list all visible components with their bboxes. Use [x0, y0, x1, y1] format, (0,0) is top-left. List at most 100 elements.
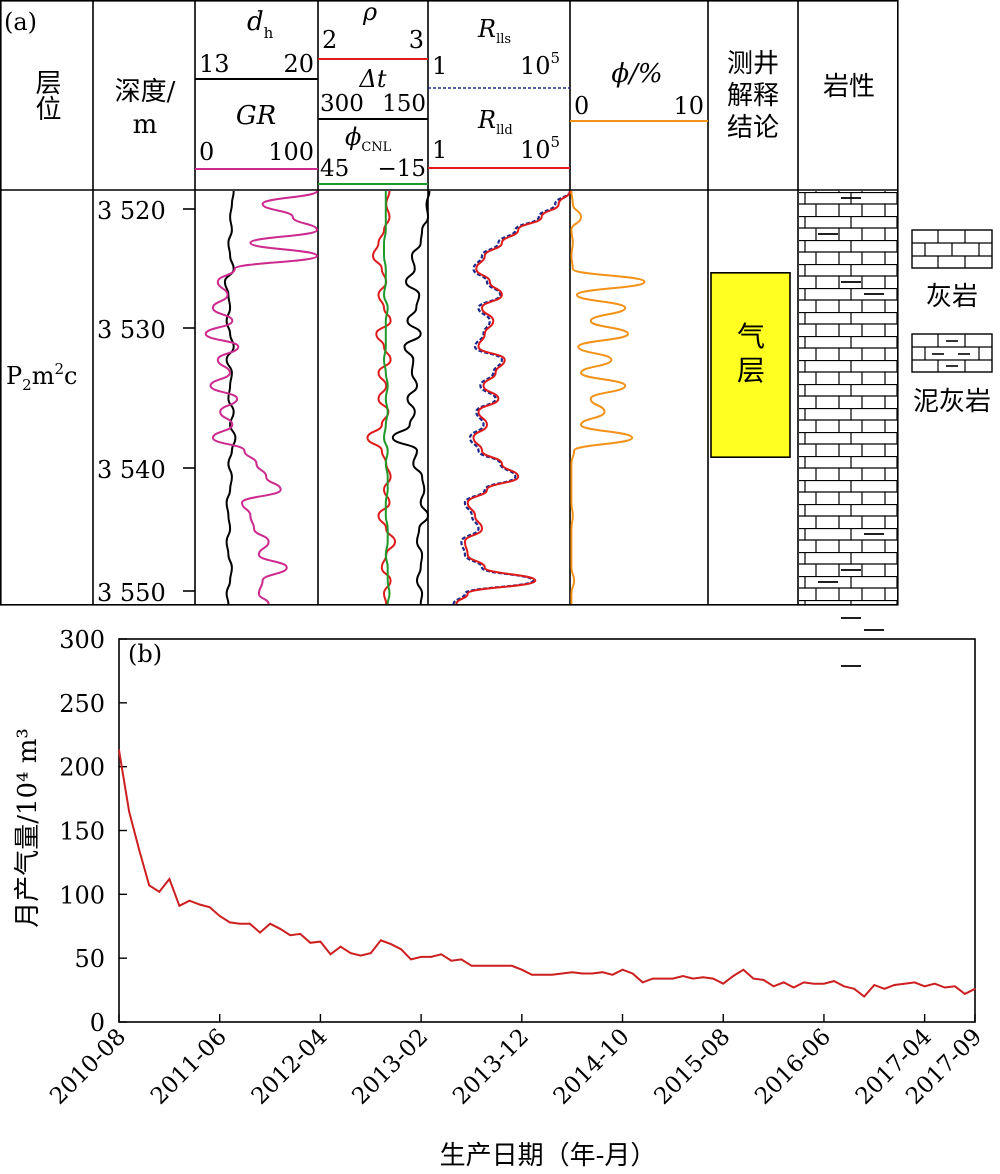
header-dh-gr: dh 13 20 GR 0 100: [195, 7, 318, 170]
cnl-label: ϕCNL: [345, 123, 392, 155]
data-point: [611, 974, 614, 976]
data-point: [229, 921, 231, 924]
data-point: [662, 977, 664, 980]
data-point: [188, 899, 191, 902]
y-tick-label: 250: [59, 690, 105, 718]
data-point: [893, 984, 896, 986]
y-tick-label: 50: [74, 945, 105, 973]
data-point: [410, 958, 412, 961]
layer-name: P2m2c: [6, 360, 77, 394]
header-interpretation: 测井 解释 结论: [727, 49, 779, 143]
data-point: [279, 928, 281, 930]
data-point: [249, 922, 251, 925]
data-point: [531, 974, 533, 976]
data-point: [470, 965, 473, 967]
dh-curve: [223, 190, 237, 605]
data-point: [813, 982, 815, 985]
data-point: [480, 965, 483, 967]
marl-dashes: [818, 197, 884, 667]
data-point: [218, 915, 221, 917]
lithology-limestone-fill: [799, 191, 897, 604]
rho-label: ρ: [362, 0, 377, 26]
y-tick-label: 150: [59, 818, 105, 846]
dt-label: Δt: [359, 65, 387, 93]
header-depth-line1: 深度/: [115, 77, 176, 107]
data-point: [581, 972, 583, 975]
rlld-max: 105: [520, 133, 560, 164]
y-tick-label: 300: [59, 626, 105, 654]
data-point: [440, 953, 443, 956]
lithology-legend: 灰岩 泥灰岩: [911, 229, 993, 417]
data-point: [511, 965, 513, 967]
data-point: [883, 988, 886, 990]
dh-max: 20: [283, 50, 314, 78]
data-point: [742, 968, 745, 971]
gr-curve: [204, 190, 319, 605]
phi-label: ϕ/%: [611, 59, 662, 89]
gr-max: 100: [268, 138, 314, 166]
data-point: [974, 988, 976, 990]
rlls-max: 105: [520, 49, 560, 80]
data-point: [833, 980, 835, 982]
y-tick-label: 200: [59, 754, 105, 782]
depth-ticks: 3 520 3 530 3 540 3 550: [97, 197, 195, 607]
data-point: [158, 891, 161, 893]
production-points: [118, 749, 976, 998]
header-lithology: 岩性: [823, 72, 875, 102]
data-point: [430, 956, 433, 958]
data-point: [118, 749, 120, 751]
data-point: [732, 975, 735, 977]
data-point: [168, 878, 171, 880]
header-porosity: ϕ/% 0 10: [570, 59, 708, 122]
dt-max: 150: [382, 91, 426, 117]
well-log-panel: (a) 层位 深度/ m dh 13 20 GR 0 100 ρ 2 3 Δt …: [0, 0, 993, 667]
data-point: [329, 953, 332, 956]
data-point: [712, 977, 714, 980]
data-point: [933, 982, 936, 985]
dt-curve: [391, 190, 431, 605]
rlld-label: Rlld: [477, 106, 513, 138]
data-point: [571, 971, 573, 973]
data-point: [289, 934, 292, 936]
data-point: [349, 952, 352, 954]
data-point: [198, 903, 201, 906]
data-point: [541, 974, 543, 976]
data-point: [259, 931, 261, 934]
data-point: [803, 981, 805, 984]
data-point: [309, 942, 312, 944]
data-point: [651, 977, 654, 980]
data-point: [954, 985, 956, 988]
data-point: [923, 985, 926, 988]
data-point: [873, 984, 876, 986]
legend-limestone-label: 灰岩: [926, 282, 978, 312]
x-tick-label: 2016-06: [750, 1024, 836, 1110]
phi-curve: [570, 190, 646, 604]
data-point: [359, 954, 362, 957]
data-point: [319, 940, 322, 943]
interp-line2: 解释: [727, 81, 779, 111]
data-point: [460, 958, 463, 961]
data-point: [944, 986, 946, 989]
rlls-label: Rlls: [477, 15, 511, 47]
data-point: [792, 986, 795, 989]
data-point: [370, 952, 372, 954]
data-point: [843, 985, 845, 988]
data-point: [490, 965, 493, 967]
data-point: [561, 972, 563, 975]
x-tick-label: 2014-10: [549, 1024, 635, 1110]
x-tick-label: 2011-06: [146, 1024, 232, 1110]
dt-min: 300: [320, 91, 364, 117]
cnl-max: −15: [377, 156, 426, 182]
rho-curve: [366, 190, 397, 605]
data-point: [128, 810, 130, 813]
x-tick-label: 2015-08: [649, 1024, 735, 1110]
data-point: [692, 977, 694, 980]
dh-label: dh: [247, 7, 274, 42]
interp-line3: 结论: [727, 113, 779, 143]
data-point: [772, 985, 775, 988]
data-point: [138, 848, 140, 851]
data-point: [208, 906, 211, 908]
data-point: [380, 939, 382, 942]
